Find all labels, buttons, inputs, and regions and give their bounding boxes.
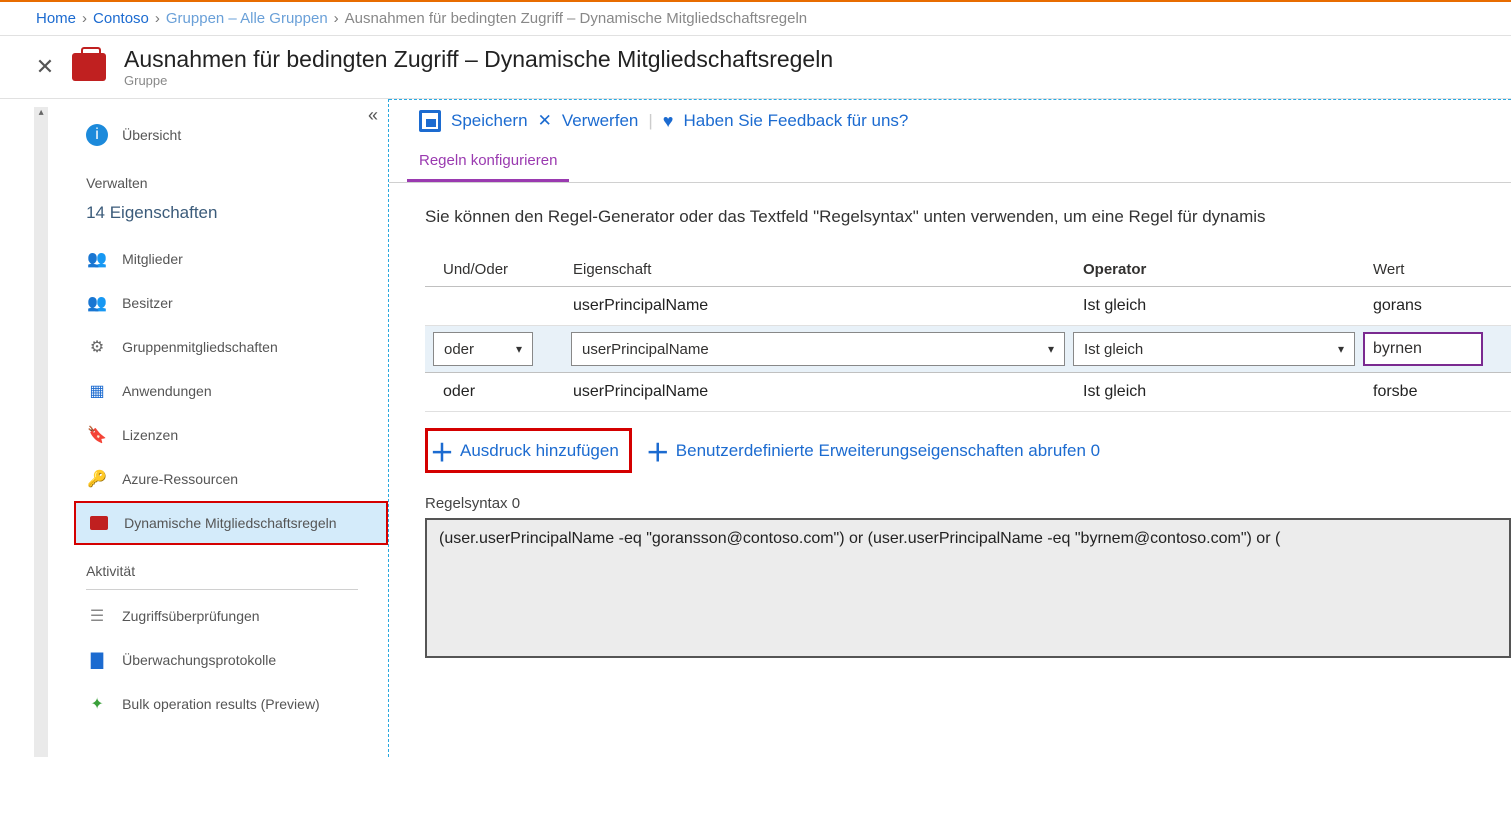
heart-icon: ♥ <box>663 111 674 132</box>
plus-icon: ＋ <box>430 433 454 468</box>
discard-button[interactable]: Verwerfen <box>562 111 639 131</box>
rule-andor: oder <box>443 383 573 401</box>
rule-property: userPrincipalName <box>573 297 1083 315</box>
sidebar-item-group-memberships[interactable]: ⚙ Gruppenmitgliedschaften <box>78 325 388 369</box>
bulk-icon: ✦ <box>86 693 108 715</box>
sidebar-item-label: Überwachungsprotokolle <box>122 652 276 668</box>
sidebar-item-licenses[interactable]: 🔖 Lizenzen <box>78 413 388 457</box>
rule-syntax-textarea[interactable]: (user.userPrincipalName -eq "goransson@c… <box>425 518 1511 658</box>
sidebar-item-applications[interactable]: ▦ Anwendungen <box>78 369 388 413</box>
license-icon: 🔖 <box>86 424 108 446</box>
sidebar-item-properties[interactable]: 14 Eigenschaften <box>78 197 388 237</box>
sidebar-item-overview[interactable]: i Übersicht <box>78 113 388 157</box>
col-andor: Und/Oder <box>443 261 573 278</box>
sidebar-item-owners[interactable]: 👥 Besitzer <box>78 281 388 325</box>
sidebar-item-label: Lizenzen <box>122 427 178 443</box>
command-bar: Speichern ✕ Verwerfen | ♥ Haben Sie Feed… <box>389 100 1511 142</box>
operator-select[interactable]: Ist gleich ▾ <box>1073 332 1355 366</box>
people-icon: 👥 <box>86 248 108 270</box>
close-icon[interactable]: ✕ <box>28 54 62 80</box>
get-custom-props-button[interactable]: ＋ Benutzerdefinierte Erweiterungseigensc… <box>646 433 1100 468</box>
plus-icon: ＋ <box>646 433 670 468</box>
rule-row[interactable]: userPrincipalName Ist gleich gorans <box>425 287 1511 326</box>
sidebar-item-azure-resources[interactable]: 🔑 Azure-Ressourcen <box>78 457 388 501</box>
info-icon: i <box>86 124 108 146</box>
highlight-box: ＋ Ausdruck hinzufügen <box>425 428 632 473</box>
sidebar-item-members[interactable]: 👥 Mitglieder <box>78 237 388 281</box>
sidebar-item-label: Übersicht <box>122 127 181 143</box>
chevron-down-icon: ▾ <box>516 342 522 356</box>
people-icon: 👥 <box>86 292 108 314</box>
breadcrumb-contoso[interactable]: Contoso <box>93 10 149 27</box>
rule-value: gorans <box>1373 297 1493 315</box>
sidebar-item-label: Dynamische Mitgliedschaftsregeln <box>124 515 336 531</box>
rule-operator: Ist gleich <box>1083 383 1373 401</box>
sidebar-item-dynamic-rules[interactable]: Dynamische Mitgliedschaftsregeln <box>74 501 388 545</box>
andor-select-value: oder <box>444 341 474 358</box>
andor-select[interactable]: oder ▾ <box>433 332 533 366</box>
blade-header: ✕ Ausnahmen für bedingten Zugriff – Dyna… <box>0 36 1511 99</box>
rule-actions: ＋ Ausdruck hinzufügen ＋ Benutzerdefinier… <box>425 428 1511 473</box>
page-subtitle: Gruppe <box>124 73 833 88</box>
property-select[interactable]: userPrincipalName ▾ <box>571 332 1065 366</box>
intro-text: Sie können den Regel-Generator oder das … <box>425 207 1511 227</box>
sidebar: « i Übersicht Verwalten 14 Eigenschaften… <box>48 99 389 757</box>
sidebar-item-label: Zugriffsüberprüfungen <box>122 608 260 624</box>
rule-operator: Ist gleich <box>1083 297 1373 315</box>
collapse-sidebar-icon[interactable]: « <box>368 105 378 126</box>
rule-row[interactable]: oder userPrincipalName Ist gleich forsbe <box>425 373 1511 412</box>
col-value: Wert <box>1373 261 1493 278</box>
operator-select-value: Ist gleich <box>1084 341 1143 358</box>
sidebar-item-access-reviews[interactable]: ☰ Zugriffsüberprüfungen <box>78 594 388 638</box>
rule-property: userPrincipalName <box>573 383 1083 401</box>
breadcrumb-groups[interactable]: Gruppen – Alle Gruppen <box>166 10 328 27</box>
sidebar-item-label: Bulk operation results (Preview) <box>122 696 320 712</box>
breadcrumb-current: Ausnahmen für bedingten Zugriff – Dynami… <box>345 10 807 27</box>
key-icon: 🔑 <box>86 468 108 490</box>
sidebar-item-label: Besitzer <box>122 295 173 311</box>
tab-row: Regeln konfigurieren <box>389 142 1511 183</box>
main-panel: Speichern ✕ Verwerfen | ♥ Haben Sie Feed… <box>389 99 1511 757</box>
sidebar-item-label: Anwendungen <box>122 383 212 399</box>
breadcrumb-sep: › <box>82 10 87 27</box>
gear-icon: ⚙ <box>86 336 108 358</box>
group-icon <box>72 53 106 81</box>
breadcrumb-home[interactable]: Home <box>36 10 76 27</box>
discard-x-icon: ✕ <box>538 111 552 131</box>
sidebar-item-bulk-results[interactable]: ✦ Bulk operation results (Preview) <box>78 682 388 726</box>
save-icon <box>419 110 441 132</box>
sidebar-item-audit-logs[interactable]: ▇ Überwachungsprotokolle <box>78 638 388 682</box>
rules-header-row: Und/Oder Eigenschaft Operator Wert <box>425 253 1511 287</box>
sidebar-item-label: Gruppenmitgliedschaften <box>122 339 278 355</box>
rule-syntax-label: Regelsyntax 0 <box>425 495 1511 512</box>
add-expression-button[interactable]: ＋ Ausdruck hinzufügen <box>430 433 619 468</box>
sidebar-section-activity: Aktivität <box>78 545 388 585</box>
feedback-link[interactable]: Haben Sie Feedback für uns? <box>683 111 908 131</box>
breadcrumb-sep: › <box>334 10 339 27</box>
breadcrumb-sep: › <box>155 10 160 27</box>
chevron-down-icon: ▾ <box>1338 342 1344 356</box>
rule-value: forsbe <box>1373 383 1493 401</box>
sidebar-divider <box>86 589 358 590</box>
tab-configure-rules[interactable]: Regeln konfigurieren <box>407 142 569 182</box>
left-scrollbar[interactable]: ▴ <box>0 99 48 757</box>
sidebar-item-label: Azure-Ressourcen <box>122 471 238 487</box>
list-icon: ☰ <box>86 605 108 627</box>
grid-icon: ▦ <box>86 380 108 402</box>
chevron-down-icon: ▾ <box>1048 342 1054 356</box>
value-input[interactable]: byrnen <box>1363 332 1483 366</box>
col-operator: Operator <box>1083 261 1373 278</box>
col-property: Eigenschaft <box>573 261 1083 278</box>
sidebar-section-manage: Verwalten <box>78 157 388 197</box>
page-title: Ausnahmen für bedingten Zugriff – Dynami… <box>124 46 833 73</box>
value-input-text: byrnen <box>1373 340 1422 358</box>
briefcase-icon <box>88 512 110 534</box>
rule-row-editing[interactable]: oder ▾ userPrincipalName ▾ Ist gleich ▾ … <box>425 326 1511 373</box>
breadcrumb: Home › Contoso › Gruppen – Alle Gruppen … <box>0 2 1511 36</box>
save-button[interactable]: Speichern <box>451 111 528 131</box>
rules-table: Und/Oder Eigenschaft Operator Wert userP… <box>425 253 1511 412</box>
document-icon: ▇ <box>86 649 108 671</box>
property-select-value: userPrincipalName <box>582 341 709 358</box>
sidebar-item-label: Mitglieder <box>122 251 183 267</box>
